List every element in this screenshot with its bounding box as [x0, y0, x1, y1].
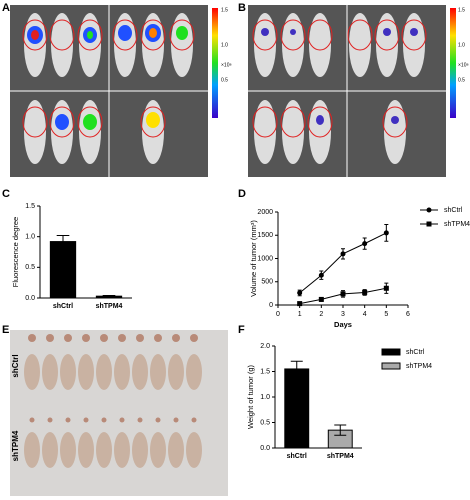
- y-tick-label: 0.5: [25, 264, 35, 271]
- x-tick-label: 3: [341, 311, 345, 318]
- panel-label: F: [238, 324, 245, 336]
- marker: [362, 241, 368, 247]
- series-line: [299, 232, 387, 294]
- marker: [340, 251, 346, 257]
- marker: [318, 296, 324, 302]
- mice: [24, 354, 202, 468]
- panel-label: E: [2, 324, 9, 336]
- y-tick-label: 0.0: [260, 445, 270, 452]
- y-tick-label: 1.0: [260, 394, 270, 401]
- x-tick-label: 1: [298, 311, 302, 318]
- error-bar: [384, 224, 389, 242]
- legend-label: shTPM4: [444, 221, 470, 228]
- y-axis-title: Fluorescence degree: [11, 217, 20, 287]
- y-tick-label: 500: [261, 279, 273, 286]
- x-tick-label: 2: [319, 311, 323, 318]
- x-tick-label: 6: [406, 311, 410, 318]
- group-label: shCtrl: [11, 354, 20, 377]
- y-tick-label: 1.5: [260, 368, 270, 375]
- roi: [252, 19, 427, 138]
- colorbar-label: 1.5: [458, 7, 465, 13]
- photo-e: shCtrl shTPM4: [10, 330, 228, 496]
- panel-label: B: [238, 2, 246, 14]
- legend-label: shCtrl: [406, 349, 425, 356]
- signal: [27, 24, 188, 130]
- legend-label: shTPM4: [406, 363, 432, 370]
- colorbar-unit: ×10⁸: [221, 62, 232, 68]
- colorbar: [450, 8, 456, 118]
- error-bar: [341, 248, 345, 260]
- mice: [254, 13, 425, 164]
- colorbar: [212, 8, 218, 118]
- legend-swatch: [381, 348, 401, 356]
- error-bar: [56, 234, 70, 249]
- colorbar-label: 1.0: [221, 42, 228, 48]
- y-axis-title: Weight of tumor (g): [246, 364, 255, 429]
- bar: [284, 368, 310, 449]
- colorbar-label: 1.0: [458, 42, 465, 48]
- error-bar: [290, 360, 303, 378]
- error-bar: [334, 424, 347, 436]
- signal: [261, 28, 418, 125]
- tumors: [28, 334, 198, 423]
- bar: [49, 241, 77, 299]
- legend-marker: [426, 207, 432, 213]
- colorbar-unit: ×10⁸: [458, 62, 469, 68]
- x-tick-label: 5: [384, 311, 388, 318]
- x-tick-label: shTPM4: [327, 453, 354, 460]
- marker: [297, 301, 303, 307]
- imaging-b: 1.5 1.0 0.5 ×10⁸: [248, 5, 469, 177]
- marker: [383, 285, 389, 291]
- marker: [318, 272, 324, 278]
- x-tick-label: 0: [276, 311, 280, 318]
- marker: [340, 291, 346, 297]
- colorbar-label: 0.5: [221, 77, 228, 83]
- error-bar: [362, 237, 367, 250]
- x-tick-label: shCtrl: [53, 303, 73, 310]
- marker: [383, 230, 389, 236]
- y-tick-label: 0.5: [260, 419, 270, 426]
- colorbar-label: 1.5: [221, 7, 228, 13]
- imaging-a: 1.5 1.0 0.5 ×10⁸: [10, 5, 232, 177]
- legend-swatch: [381, 362, 401, 370]
- x-tick-label: 4: [363, 311, 367, 318]
- x-tick-label: shCtrl: [287, 453, 307, 460]
- x-tick-label: shTPM4: [96, 303, 123, 310]
- y-tick-label: 1000: [257, 255, 273, 262]
- legend-label: shCtrl: [444, 207, 463, 214]
- panel-label: D: [238, 188, 246, 200]
- panel-label: C: [2, 188, 10, 200]
- y-tick-label: 0: [269, 302, 273, 309]
- y-tick-label: 0.0: [25, 295, 35, 302]
- roi: [22, 19, 195, 138]
- y-tick-label: 2.0: [260, 343, 270, 350]
- error-bar: [384, 282, 389, 294]
- error-bar: [102, 295, 116, 298]
- y-tick-label: 1.5: [25, 203, 35, 210]
- marker: [297, 290, 303, 296]
- group-label: shTPM4: [11, 430, 20, 461]
- panel-label: A: [2, 2, 10, 14]
- legend-marker: [426, 221, 432, 227]
- y-tick-label: 1500: [257, 232, 273, 239]
- marker: [362, 289, 368, 295]
- y-tick-label: 1.0: [25, 234, 35, 241]
- y-tick-label: 2000: [257, 209, 273, 216]
- x-axis-title: Days: [334, 320, 352, 329]
- colorbar-label: 0.5: [458, 77, 465, 83]
- y-axis-title: Volume of tumor (mm³): [249, 220, 258, 297]
